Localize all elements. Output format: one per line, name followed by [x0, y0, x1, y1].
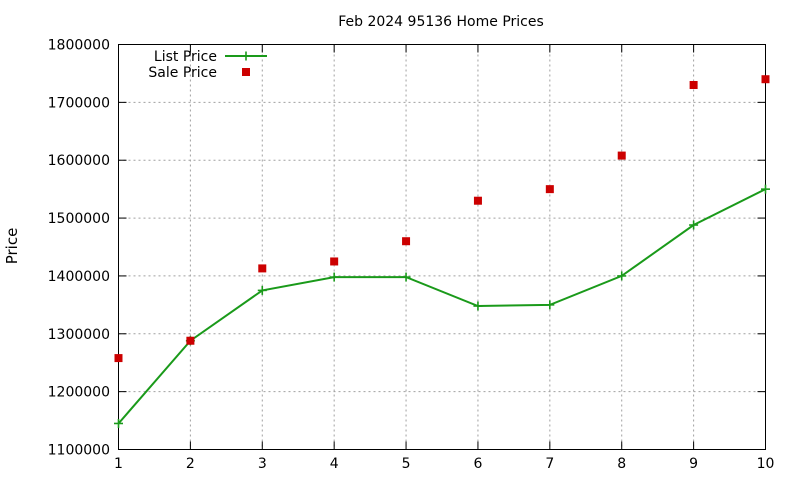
data-point	[761, 75, 770, 84]
grid	[118, 44, 766, 450]
series-sale-price	[114, 75, 770, 363]
legend-marker	[241, 51, 251, 61]
data-point	[617, 271, 627, 281]
y-tick-label: 1500000	[48, 211, 110, 227]
y-tick-label: 1300000	[48, 327, 110, 343]
x-tick-label: 8	[617, 456, 626, 472]
data-point	[329, 272, 339, 282]
data-point	[545, 185, 554, 194]
data-point	[689, 81, 698, 89]
data-point	[545, 300, 555, 310]
y-tick-label: 1800000	[48, 38, 110, 54]
y-tick-label: 1400000	[48, 269, 110, 285]
chart-title: Feb 2024 95136 Home Prices	[338, 14, 544, 30]
axis-ticks: 1100000 1200000 1300000 1400000 1500000 16000…	[48, 38, 775, 473]
y-tick-label: 1600000	[48, 153, 110, 169]
series-line	[117, 188, 766, 425]
data-point	[617, 151, 626, 160]
legend-label: Sale Price	[148, 65, 217, 81]
data-point	[473, 301, 483, 311]
data-point	[761, 184, 770, 194]
data-point	[114, 354, 123, 363]
x-tick-label: 3	[258, 456, 267, 472]
legend-label: List Price	[154, 49, 217, 65]
x-tick-label: 6	[473, 456, 482, 472]
x-tick-label: 5	[402, 456, 411, 472]
data-point	[258, 264, 267, 273]
y-tick-label: 1200000	[48, 385, 110, 401]
plot-frame	[118, 44, 766, 450]
y-tick-label: 1700000	[48, 95, 110, 111]
x-tick-label: 2	[186, 456, 195, 472]
x-tick-label: 9	[689, 456, 698, 472]
legend-marker	[242, 68, 250, 76]
series-list-price	[114, 184, 770, 428]
y-axis-label: Price	[3, 228, 21, 265]
data-point	[689, 220, 699, 230]
data-point	[473, 196, 482, 205]
data-point	[114, 418, 123, 428]
x-tick-label: 7	[545, 456, 554, 472]
series	[114, 75, 770, 428]
data-point	[402, 237, 411, 246]
data-point	[401, 272, 411, 282]
x-tick-label: 1	[114, 456, 123, 472]
x-tick-label: 10	[757, 456, 775, 472]
data-point	[330, 257, 339, 266]
y-tick-label: 1100000	[48, 443, 110, 459]
data-point	[257, 285, 267, 295]
data-point	[186, 336, 195, 345]
x-tick-label: 4	[330, 456, 339, 472]
